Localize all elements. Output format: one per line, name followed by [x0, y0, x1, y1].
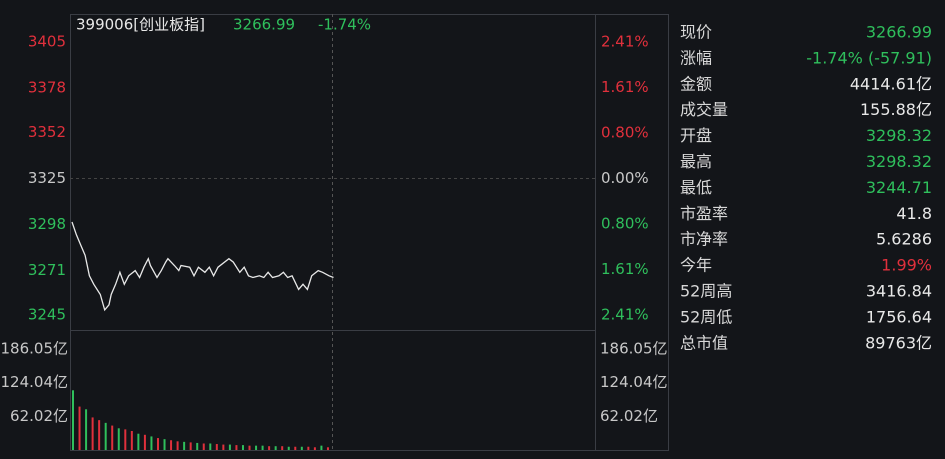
stat-label: 最高 [680, 152, 712, 171]
volume-bar [196, 442, 199, 450]
volume-bar [111, 425, 114, 450]
index-price: 3266.99 [233, 16, 295, 34]
y-tick-label: 3271 [28, 261, 66, 279]
index-change: -1.74% [318, 16, 371, 34]
y2-tick-label: 0.80% [601, 124, 649, 142]
y-tick-label: 3298 [28, 215, 66, 233]
stat-value: 3298.32 [866, 126, 932, 145]
volume-bar [78, 406, 81, 450]
stat-label: 开盘 [680, 126, 712, 145]
volume-bar [176, 441, 179, 450]
vol-tick-label: 186.05亿 [1, 340, 69, 358]
volume-bar [72, 390, 74, 450]
volume-bar [300, 446, 303, 450]
volume-bar [85, 409, 88, 450]
volume-bar [150, 436, 153, 450]
stat-value: 89763亿 [865, 333, 932, 352]
volume-bar [248, 445, 251, 450]
panel-border [70, 14, 669, 451]
volume-bar [170, 440, 173, 450]
volume-bar [143, 434, 146, 450]
volume-bar [287, 446, 290, 450]
volume-bar [261, 445, 264, 450]
volume-bar [156, 438, 159, 450]
stat-label: 今年 [680, 256, 712, 275]
price-line [71, 221, 334, 312]
y-tick-label: 3405 [28, 33, 66, 51]
y2-tick-label: 0.80% [601, 214, 649, 232]
y2-tick-label: 1.61% [601, 260, 649, 278]
volume-bar [209, 443, 212, 450]
y2-tick-label: 2.41% [601, 306, 649, 324]
volume-bar [326, 447, 329, 450]
y2-tick-label: 0.00% [601, 169, 649, 187]
y-tick-label: 3352 [28, 123, 66, 141]
stat-label: 涨幅 [680, 48, 712, 67]
volume-bar [228, 444, 231, 450]
volume-bar [255, 445, 258, 450]
volume-bar [98, 420, 101, 450]
stat-value: 3416.84 [866, 282, 932, 301]
volume-bar [222, 444, 225, 450]
stat-label: 52周低 [680, 307, 732, 326]
vol-tick-label-right: 124.04亿 [600, 373, 668, 391]
volume-bar [294, 446, 297, 450]
y2-tick-label: 2.41% [601, 33, 649, 51]
stat-value: 3244.71 [866, 178, 932, 197]
vol-tick-label: 62.02亿 [10, 407, 68, 425]
volume-bar [189, 442, 192, 450]
volume-bar [124, 429, 127, 450]
vol-tick-label: 124.04亿 [1, 373, 69, 391]
stat-label: 现价 [680, 23, 712, 42]
volume-bar [202, 443, 205, 450]
stat-label: 金额 [680, 74, 712, 93]
y2-tick-label: 1.61% [601, 78, 649, 96]
index-code: 399006[创业板指] [76, 16, 205, 34]
stat-label: 成交量 [680, 100, 728, 119]
stat-value: 1.99% [881, 256, 932, 275]
volume-bar [241, 445, 244, 450]
volume-bar [313, 447, 316, 450]
stat-label: 52周高 [680, 282, 732, 301]
y-tick-label: 3245 [28, 306, 66, 324]
volume-bar [215, 444, 218, 450]
volume-bar [183, 441, 186, 450]
volume-bar [274, 446, 277, 450]
volume-bar [117, 428, 120, 450]
stat-value: 1756.64 [866, 307, 932, 326]
stat-value: 3266.99 [866, 23, 932, 42]
volume-bar [163, 439, 166, 450]
stat-value: 41.8 [896, 204, 932, 223]
volume-bar [137, 433, 140, 450]
vol-tick-label-right: 186.05亿 [600, 340, 668, 358]
volume-bar [91, 417, 94, 450]
stat-value: 5.6286 [876, 230, 932, 249]
vol-tick-label-right: 62.02亿 [600, 407, 658, 425]
volume-bar [281, 446, 284, 450]
volume-bar [130, 430, 133, 450]
volume-bar [235, 445, 238, 450]
volume-bar [320, 445, 323, 450]
y-tick-label: 3378 [28, 79, 66, 97]
stat-label: 最低 [680, 178, 712, 197]
volume-bar [307, 446, 310, 450]
stat-label: 市净率 [680, 230, 728, 249]
stat-value: 4414.61亿 [850, 74, 932, 93]
stat-label: 总市值 [680, 333, 728, 352]
volume-bar [104, 422, 107, 450]
y-tick-label: 3325 [28, 169, 66, 187]
volume-bar [268, 446, 271, 450]
stat-value: -1.74% (-57.91) [806, 48, 932, 67]
stat-value: 3298.32 [866, 152, 932, 171]
stat-value: 155.88亿 [860, 100, 932, 119]
stat-label: 市盈率 [680, 204, 728, 223]
